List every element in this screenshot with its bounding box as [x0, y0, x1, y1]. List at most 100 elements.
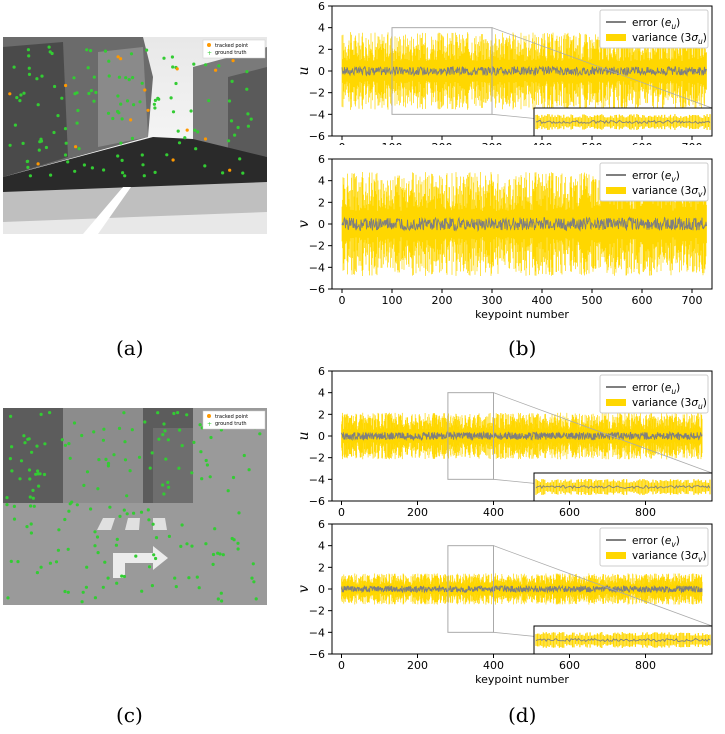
- tracked-point: [60, 438, 64, 442]
- y-tick-label: −4: [309, 108, 325, 121]
- x-tick-label: 200: [407, 659, 428, 672]
- y-tick-label: 2: [318, 43, 325, 56]
- tracked-point: [246, 124, 250, 128]
- tracked-point: [141, 163, 145, 167]
- tracked-point: [49, 173, 53, 177]
- tracked-point: [8, 143, 12, 147]
- tracked-point: [137, 455, 142, 459]
- tracked-point: [106, 464, 110, 468]
- tracked-point: [220, 599, 224, 603]
- tracked-point: [180, 444, 184, 448]
- tracked-point: [36, 469, 40, 473]
- tracked-point: [245, 87, 249, 91]
- x-tick-label: 0: [339, 141, 346, 145]
- x-axis-label: keypoint number: [475, 673, 569, 686]
- tracked-point: [153, 170, 157, 174]
- tracked-point: [116, 154, 120, 158]
- tracked-point: [172, 411, 176, 416]
- tracked-point: [157, 437, 161, 441]
- tracked-point: [80, 433, 84, 438]
- y-tick-label: −6: [309, 648, 325, 661]
- tracked-point: [120, 574, 124, 578]
- tracked-point: [125, 512, 129, 516]
- tracked-point: [118, 514, 122, 518]
- y-tick-label: −6: [309, 130, 325, 143]
- legend: error (ev)variance (3σv): [599, 527, 709, 567]
- tracked-point: [123, 458, 128, 462]
- tracked-point: [167, 485, 171, 489]
- tracked-point: [131, 76, 135, 80]
- tracked-point: [73, 169, 77, 173]
- y-tick-label: −4: [309, 261, 325, 274]
- chart-b-top: 0 100 200 300 400 500 600 700 6 4 2 0 −2 −4 −6 u error (…: [296, 0, 713, 145]
- legend-entry: error (ev): [632, 170, 680, 184]
- tracked-point: [134, 554, 138, 558]
- tracked-point: [208, 475, 212, 479]
- x-tick-label: 700: [682, 294, 703, 307]
- tracked-point: [203, 164, 207, 168]
- tracked-point: [192, 440, 196, 444]
- inset-zoom: [533, 472, 713, 502]
- tracked-point: [75, 121, 79, 125]
- tracked-point: [132, 103, 136, 107]
- tracked-point: [103, 49, 108, 53]
- tracked-point: [183, 136, 187, 140]
- street-scene-svg-c: tracked point + ground truth: [3, 408, 267, 605]
- tracked-point: [28, 174, 32, 178]
- tracked-point: [8, 457, 12, 461]
- tracked-point: [38, 472, 42, 476]
- tracked-point: [16, 560, 20, 564]
- tracked-point: [40, 74, 44, 78]
- tracked-point: [146, 508, 150, 512]
- tracked-point: [204, 458, 208, 463]
- tracked-point: [213, 527, 217, 531]
- tracked-point: [106, 461, 111, 466]
- y-tick-label: 4: [318, 175, 325, 188]
- legend-entry: variance (3σv): [632, 185, 707, 199]
- error-series: [341, 430, 703, 442]
- tracked-point: [29, 522, 33, 526]
- tracked-point: [150, 451, 154, 455]
- tracked-point: [119, 141, 123, 145]
- tracked-point: [15, 96, 19, 100]
- x-tick-label: 400: [483, 506, 504, 519]
- tracked-point: [169, 96, 173, 100]
- tracked-point: [117, 75, 121, 79]
- tracked-point: [22, 91, 26, 95]
- tracked-point: [35, 77, 39, 81]
- tracked-point: [63, 127, 68, 131]
- tracked-point: [9, 414, 13, 418]
- tracked-point: [63, 443, 67, 447]
- tracked-point: [119, 102, 123, 106]
- caption-d: (d): [508, 703, 537, 727]
- tracked-point: [23, 441, 27, 445]
- tracked-point: [229, 119, 234, 123]
- tracked-point: [63, 589, 67, 594]
- tracked-point: [199, 450, 203, 454]
- tracked-point: [164, 457, 168, 461]
- x-tick-label: 400: [532, 294, 553, 307]
- tracked-point: [227, 99, 232, 103]
- tracked-point: [218, 552, 222, 556]
- tracked-point: [185, 413, 189, 417]
- y-tick-label: 6: [318, 153, 325, 166]
- y-tick-label: −6: [309, 283, 325, 296]
- tracked-point: [129, 52, 134, 56]
- photo-legend-tracked-c: tracked point: [215, 414, 248, 420]
- tracked-point: [217, 64, 221, 68]
- tracked-point: [27, 66, 31, 70]
- x-tick-label: 800: [635, 506, 656, 519]
- y-tick-label: 4: [318, 22, 325, 35]
- y-tick-label: 4: [318, 540, 325, 553]
- tracked-point: [93, 596, 97, 600]
- tracked-point: [68, 456, 72, 460]
- tracked-point: [92, 430, 96, 434]
- tracked-point: [29, 504, 33, 508]
- tracked-point: [177, 141, 182, 145]
- tracked-point: [236, 547, 240, 551]
- legend-entry: variance (3σv): [632, 550, 707, 564]
- legend: error (eu)variance (3σu): [599, 9, 709, 49]
- tracked-point: [196, 130, 200, 134]
- tracked-point: [241, 171, 245, 175]
- tracked-point: [122, 411, 126, 415]
